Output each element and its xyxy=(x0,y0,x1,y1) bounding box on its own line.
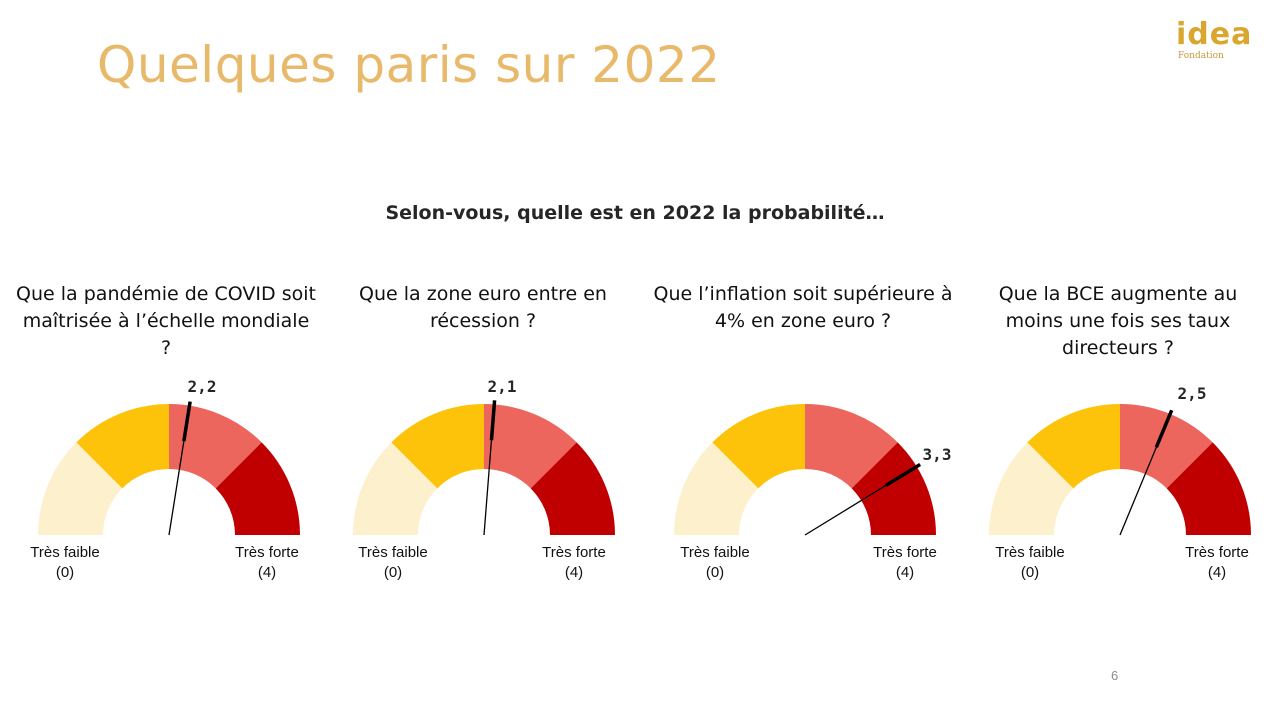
gauge-1-zone-3 xyxy=(169,404,262,489)
gauge-4-min-label: Très faible (0) xyxy=(995,544,1065,581)
gauge-4-zone-3 xyxy=(1120,404,1213,489)
gauge-1-zone-2 xyxy=(76,404,169,489)
gauge-2-min-label: Très faible (0) xyxy=(358,544,428,581)
gauge-4-zone-4 xyxy=(1166,442,1251,535)
gauge-question-3: Que l’inflation soit supérieure à 4% en … xyxy=(653,283,953,332)
gauge-1-min-label: Très faible (0) xyxy=(30,544,100,581)
gauge-3-zone-1 xyxy=(674,442,759,535)
gauge-1-value-label: 2,2 xyxy=(188,377,217,396)
gauge-3-zone-3 xyxy=(805,404,898,489)
gauge-4-needle-tip xyxy=(1154,409,1174,448)
gauge-2-value-label: 2,1 xyxy=(488,377,517,396)
gauge-2-zone-4 xyxy=(530,442,615,535)
gauge-1-max-label: Très forte (4) xyxy=(235,544,299,581)
logo-subtitle: Fondation xyxy=(1178,51,1224,61)
gauge-3-min-label: Très faible (0) xyxy=(680,544,750,581)
gauge-4-value-label: 2,5 xyxy=(1178,384,1207,403)
gauge-1-zone-4 xyxy=(215,442,300,535)
gauge-3-value-label: 3,3 xyxy=(923,445,952,464)
idea-fondation-logo: idea Fondation xyxy=(1176,18,1262,66)
gauge-2-zone-2 xyxy=(391,404,484,489)
gauge-4-zone-1 xyxy=(989,442,1074,535)
gauge-2-zone-1 xyxy=(353,442,438,535)
gauge-2-needle-tip xyxy=(489,400,497,441)
gauge-3-zone-2 xyxy=(712,404,805,489)
gauge-question-4: Que la BCE augmente au moins une fois se… xyxy=(998,283,1238,359)
gauge-question-1: Que la pandémie de COVID soit maîtrisée … xyxy=(16,283,316,359)
gauge-2-max-label: Très forte (4) xyxy=(542,544,606,581)
gauge-1-zone-1 xyxy=(38,442,123,535)
gauge-3-zone-4 xyxy=(851,442,936,535)
gauge-question-2: Que la zone euro entre en récession ? xyxy=(359,283,607,332)
chart-title: Selon-vous, quelle est en 2022 la probab… xyxy=(385,202,885,224)
slide-title: Quelques paris sur 2022 xyxy=(97,36,721,94)
gauge-4-max-label: Très forte (4) xyxy=(1185,544,1249,581)
gauge-3-max-label: Très forte (4) xyxy=(873,544,937,581)
gauge-1-needle-tip xyxy=(182,401,192,442)
gauge-4-zone-2 xyxy=(1027,404,1120,489)
logo-wordmark: idea xyxy=(1176,17,1253,52)
page-number: 6 xyxy=(1111,668,1119,683)
gauge-2-zone-3 xyxy=(484,404,577,489)
gauge-3-needle-tip xyxy=(885,462,922,487)
